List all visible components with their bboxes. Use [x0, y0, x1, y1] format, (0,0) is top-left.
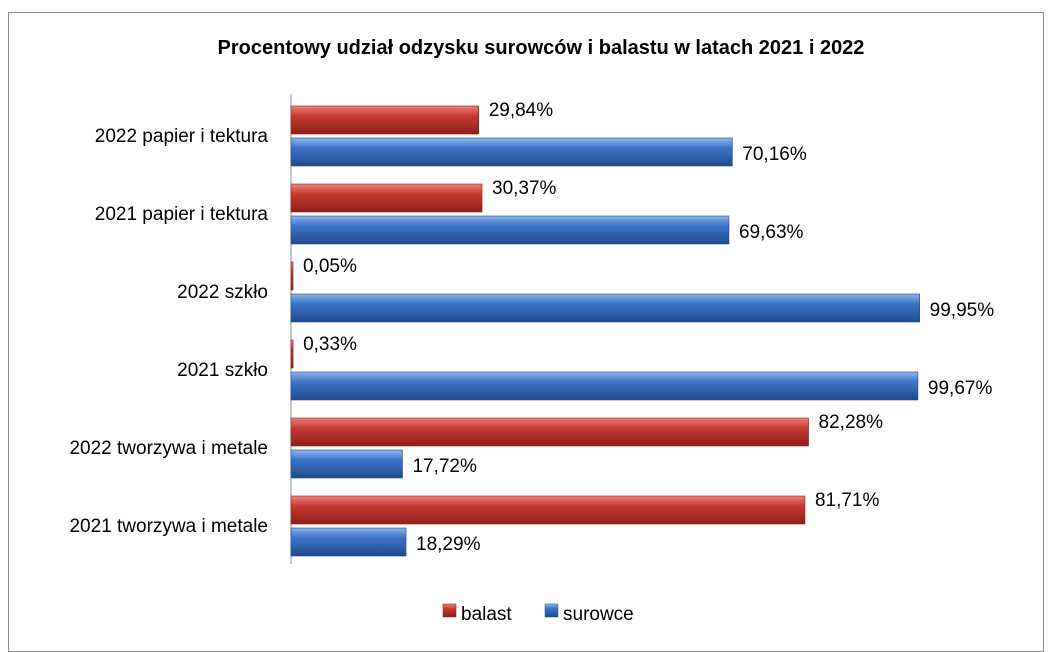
category-label: 2021 papier i tektura [95, 204, 269, 225]
bar-balast [290, 183, 483, 213]
bar-balast [290, 261, 294, 291]
data-label-surowce: 17,72% [412, 456, 477, 477]
data-label-surowce: 69,63% [739, 222, 804, 243]
bar-balast [290, 339, 294, 369]
chart-frame [8, 12, 1044, 652]
category-label: 2022 papier i tektura [95, 126, 269, 147]
category-label: 2022 tworzywa i metale [69, 438, 268, 459]
bar-balast [290, 417, 809, 447]
bars [290, 105, 920, 557]
bar-surowce [290, 371, 919, 401]
data-label-balast: 29,84% [489, 100, 554, 121]
legend-swatch-balast [442, 603, 457, 618]
data-label-surowce: 18,29% [416, 534, 481, 555]
bar-surowce [290, 215, 730, 245]
data-labels: 29,84% 70,16% 30,37% 69,63% 0,05% 99,95% 0,33%… [303, 100, 994, 555]
bar-surowce [290, 449, 403, 479]
category-labels: 2022 papier i tektura 2021 papier i tektu… [69, 126, 268, 537]
data-label-surowce: 99,67% [928, 378, 993, 399]
legend-label-balast: balast [461, 604, 512, 625]
legend-label-surowce: surowce [563, 604, 634, 625]
category-label: 2022 szkło [177, 282, 268, 303]
bar-balast [290, 495, 806, 525]
bar-surowce [290, 137, 733, 167]
chart-title: Procentowy udział odzysku surowców i bal… [218, 37, 865, 59]
data-label-surowce: 70,16% [742, 144, 807, 165]
data-label-balast: 82,28% [819, 412, 884, 433]
data-label-balast: 30,37% [492, 178, 557, 199]
bar-balast [290, 105, 479, 135]
data-label-surowce: 99,95% [930, 300, 995, 321]
legend-swatch-surowce [544, 603, 559, 618]
bar-surowce [290, 293, 920, 323]
category-label: 2021 tworzywa i metale [69, 516, 268, 537]
legend: balast surowce [442, 603, 634, 625]
category-label: 2021 szkło [177, 360, 268, 381]
data-label-balast: 0,05% [303, 256, 357, 277]
data-label-balast: 0,33% [303, 334, 357, 355]
bar-surowce [290, 527, 407, 557]
data-label-balast: 81,71% [815, 490, 880, 511]
